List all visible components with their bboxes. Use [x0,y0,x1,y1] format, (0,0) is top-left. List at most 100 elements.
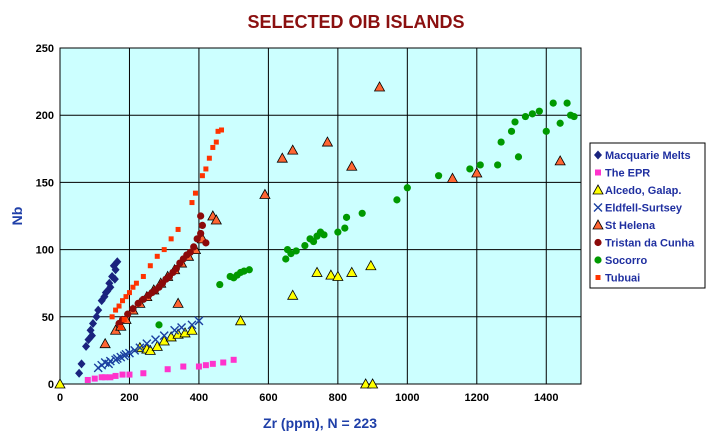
data-point [311,266,323,277]
data-point [521,112,530,121]
legend-marker [592,184,604,195]
data-point [234,315,247,326]
x-tick-label: 400 [190,392,208,404]
x-tick-label: 1000 [395,392,419,404]
y-tick-label: 0 [48,379,54,391]
y-axis-title: Nb [9,207,25,226]
data-point [159,331,169,341]
data-point [87,331,96,341]
data-point [206,155,212,161]
data-point [172,264,180,273]
data-point [321,136,334,147]
data-point [118,325,124,331]
data-point [164,366,171,373]
data-point [320,231,328,239]
data-point [113,307,119,313]
series-the-epr [84,356,237,383]
series-eldfell-surtsey [93,316,204,373]
x-tick-label: 600 [259,392,277,404]
data-point [346,266,358,277]
data-point [209,360,216,367]
data-point [219,127,225,133]
legend-marker [595,275,601,280]
legend-label: Tristan da Cunha [605,238,695,250]
data-point [129,305,137,313]
data-point [116,303,122,309]
data-point [549,99,557,107]
legend-marker [594,256,602,264]
data-point [220,359,227,366]
data-point [346,160,358,171]
data-point [245,266,253,274]
data-point [556,119,564,127]
data-point [112,372,119,379]
legend-label: St Helena [605,220,656,232]
data-point [365,259,377,271]
data-point [155,321,163,329]
data-point [193,235,201,243]
data-point [124,348,134,358]
data-point [230,356,237,363]
data-point [366,378,379,389]
data-point [121,316,127,322]
data-point [126,371,133,378]
data-point [135,343,145,353]
data-point [88,319,97,329]
data-point [110,274,119,284]
data-point [94,305,103,315]
data-point [102,374,109,381]
data-point [77,359,86,369]
data-point [202,362,209,369]
data-point [124,310,132,318]
series-alcedo-galap [54,259,379,389]
legend-label: The EPR [605,168,650,180]
data-point [210,214,222,225]
data-point [471,167,483,178]
data-point [192,190,198,196]
y-tick-label: 50 [42,312,54,324]
chart-title: SELECTED OIB ISLANDS [247,12,464,32]
data-point [341,224,349,232]
data-point [98,374,105,381]
data-point [511,118,519,126]
data-point [103,286,112,296]
legend-marker [595,169,601,176]
data-point [154,253,160,259]
data-point [287,289,299,300]
data-point [112,353,122,363]
legend-marker [592,219,604,230]
data-point [497,138,505,146]
data-point [123,294,129,300]
data-point [172,297,184,308]
data-point [186,324,198,335]
data-point [358,209,366,217]
legend-label: Alcedo, Galap. [605,185,681,197]
data-point [133,280,139,286]
data-point [187,320,197,330]
series-tristan-da-cunha [115,212,210,328]
data-point [466,165,474,173]
data-point [54,378,66,389]
x-tick-label: 800 [329,392,347,404]
data-point [113,257,122,267]
data-point [476,161,484,169]
data-point [195,363,202,370]
y-tick-label: 100 [36,245,54,257]
data-point [140,273,146,279]
data-point [104,359,114,369]
legend-label: Socorro [605,255,647,267]
x-tick-label: 1400 [534,392,558,404]
plot-area [59,47,582,385]
data-point [202,239,210,247]
data-point [334,228,342,236]
x-tick-label: 200 [120,392,138,404]
series-socorro [155,99,578,329]
data-point [203,166,209,172]
data-point [434,172,443,180]
data-point [168,236,174,242]
data-point [403,184,411,192]
data-point [82,341,91,351]
data-point [287,144,299,155]
legend-marker [593,203,603,212]
